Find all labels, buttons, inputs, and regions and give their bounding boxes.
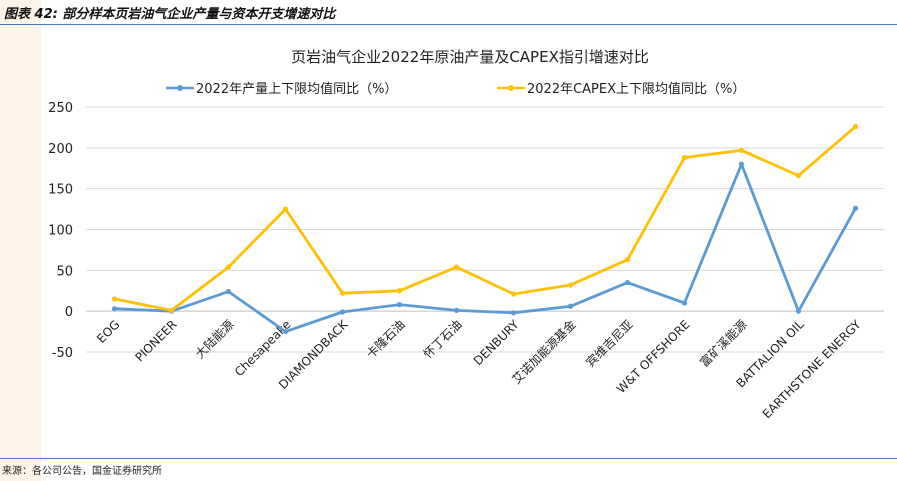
x-tick-label: DENBURY [471, 317, 522, 368]
data-point [510, 310, 517, 316]
data-point [282, 328, 289, 335]
data-point [111, 296, 118, 302]
x-tick-label: EARTHSTONE ENERGY [760, 317, 864, 421]
data-point [567, 303, 574, 309]
data-point [681, 155, 688, 161]
data-point [567, 282, 574, 288]
chart-series [111, 124, 859, 335]
x-tick-label: PIONEER [132, 317, 179, 364]
data-point [510, 291, 517, 297]
data-point [852, 124, 859, 130]
chart-panel [41, 25, 897, 455]
x-tick-label: EOG [94, 317, 123, 346]
x-tick-label: 大陆能源 [192, 317, 237, 362]
data-point [681, 300, 688, 306]
series-line [114, 125, 857, 312]
data-point [339, 290, 346, 296]
data-point [168, 307, 175, 313]
x-tick-label: 怀丁石油 [421, 317, 465, 361]
y-axis: 250 200 150 100 50 0 -50 [48, 101, 73, 361]
data-point [738, 161, 745, 167]
chart-gridlines [86, 106, 884, 353]
y-tick-label: 0 [65, 305, 73, 320]
data-point [396, 288, 403, 294]
y-tick-label: 100 [48, 224, 73, 239]
x-tick-label: 宾维吉尼亚 [583, 317, 636, 370]
legend-label: 2022年CAPEX上下限均值同比（%） [527, 81, 745, 97]
data-point [795, 173, 802, 179]
x-axis: EOG PIONEER 大陆能源ChesapeakeDIAMONDBACK 卡隆石油怀… [94, 317, 864, 422]
title-divider [0, 24, 897, 25]
legend-label: 2022年产量上下限均值同比（%） [196, 81, 397, 97]
left-margin-band [0, 0, 41, 481]
series-line [114, 162, 857, 334]
data-point [624, 279, 631, 286]
source-note: 来源：各公司公告，国金证券研究所 [2, 466, 162, 477]
data-point [396, 302, 403, 308]
data-point [852, 205, 859, 211]
data-point [453, 307, 460, 313]
y-tick-label: 150 [48, 183, 73, 198]
y-tick-label: 250 [48, 101, 73, 116]
data-point [225, 264, 232, 270]
x-tick-label: 卡隆石油 [363, 317, 408, 362]
data-point [453, 264, 460, 270]
y-tick-label: 200 [48, 142, 73, 157]
y-tick-label: -50 [52, 346, 73, 361]
data-point [624, 257, 631, 263]
data-point [738, 147, 745, 153]
data-point [225, 288, 232, 295]
legend-marker [177, 85, 183, 91]
x-tick-label: Chesapeake [232, 317, 294, 379]
y-tick-label: 50 [56, 264, 73, 279]
legend-marker [508, 85, 514, 91]
figure-label: 图表 42: 部分样本页岩油气企业产量与资本开支增速对比 [4, 7, 336, 22]
chart-title: 页岩油气企业2022年原油产量及CAPEX指引增速对比 [291, 48, 649, 66]
line-chart: 页岩油气企业2022年原油产量及CAPEX指引增速对比 2022年产量上下限均值… [48, 48, 884, 422]
data-point [282, 206, 289, 212]
x-tick-label: 富矿溪能源 [697, 317, 750, 370]
chart-legend: 2022年产量上下限均值同比（%） 2022年CAPEX上下限均值同比（%） [166, 81, 745, 97]
data-point [339, 309, 346, 315]
footer-divider [0, 458, 897, 459]
data-point [111, 306, 118, 312]
data-point [795, 308, 802, 314]
